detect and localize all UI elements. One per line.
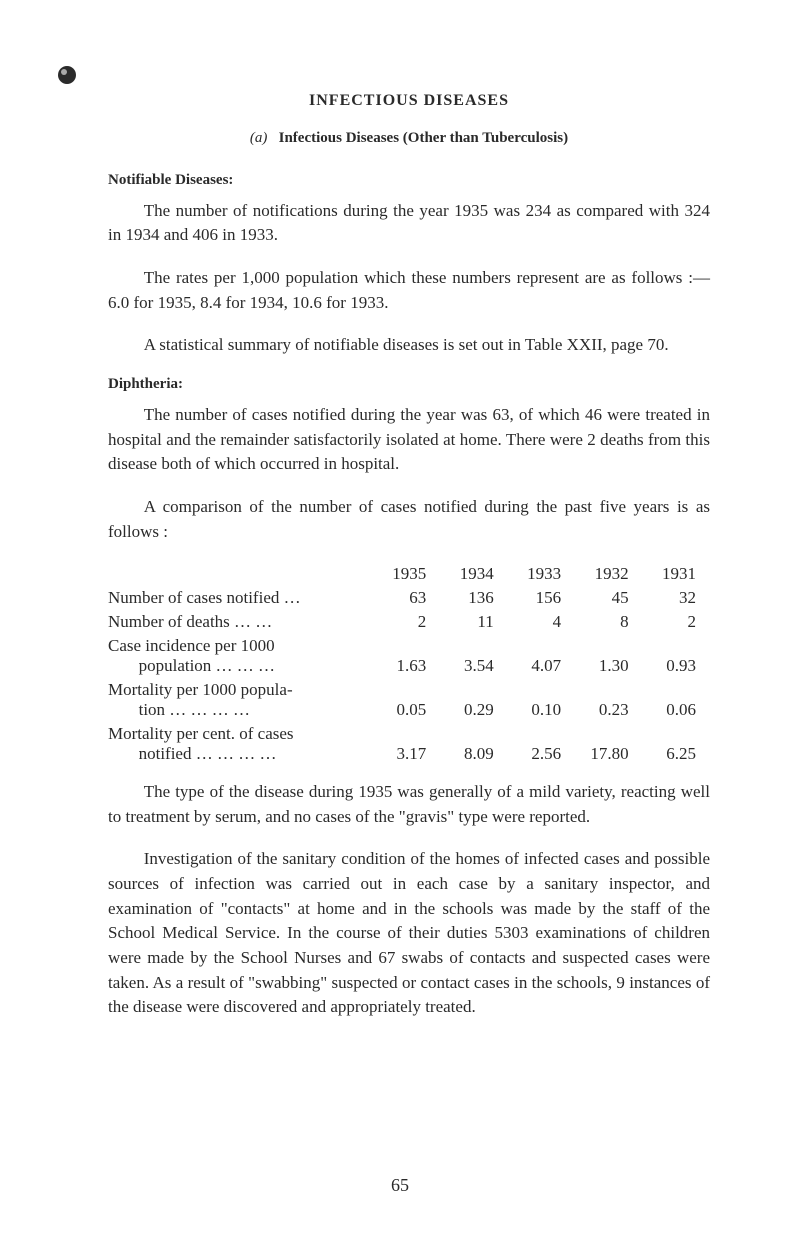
row-val: 2.56 — [508, 722, 575, 766]
row-val: 0.29 — [440, 678, 507, 722]
table-row: Number of deaths … … 2 11 4 8 2 — [108, 610, 710, 634]
row-label: Number of deaths … … — [108, 610, 373, 634]
row-val: 4.07 — [508, 634, 575, 678]
row-val: 0.93 — [643, 634, 710, 678]
diphtheria-para-3: The type of the disease during 1935 was … — [108, 780, 710, 829]
row-val: 1.63 — [373, 634, 440, 678]
year-col: 1932 — [575, 562, 642, 586]
year-col: 1935 — [373, 562, 440, 586]
row-val: 11 — [440, 610, 507, 634]
table-row: Number of cases notified … 63 136 156 45… — [108, 586, 710, 610]
row-val: 3.17 — [373, 722, 440, 766]
row-label: Case incidence per 1000 population … … … — [108, 634, 373, 678]
page: INFECTIOUS DISEASES (a) Infectious Disea… — [0, 0, 800, 1240]
table-row: Mortality per cent. of cases notified … … — [108, 722, 710, 766]
row-val: 2 — [373, 610, 440, 634]
page-title: INFECTIOUS DISEASES — [108, 92, 710, 110]
table-row: Case incidence per 1000 population … … …… — [108, 634, 710, 678]
notifiable-para-2: The rates per 1,000 population which the… — [108, 266, 710, 315]
row-val: 156 — [508, 586, 575, 610]
row-val: 45 — [575, 586, 642, 610]
table-row: Mortality per 1000 popula- tion … … … … … — [108, 678, 710, 722]
notifiable-para-1: The number of notifications during the y… — [108, 199, 710, 248]
row-label: Mortality per 1000 popula- tion … … … … — [108, 678, 373, 722]
notifiable-para-3: A statistical summary of notifiable dise… — [108, 333, 710, 358]
row-val: 4 — [508, 610, 575, 634]
diphtheria-para-2: A comparison of the number of cases noti… — [108, 495, 710, 544]
row-val: 8 — [575, 610, 642, 634]
row-val: 3.54 — [440, 634, 507, 678]
page-number: 65 — [0, 1175, 800, 1196]
row-val: 2 — [643, 610, 710, 634]
row-val: 17.80 — [575, 722, 642, 766]
table-header-row: 1935 1934 1933 1932 1931 — [108, 562, 710, 586]
row-val: 32 — [643, 586, 710, 610]
row-val: 0.05 — [373, 678, 440, 722]
row-val: 0.10 — [508, 678, 575, 722]
year-col: 1934 — [440, 562, 507, 586]
row-val: 0.23 — [575, 678, 642, 722]
row-val: 8.09 — [440, 722, 507, 766]
diphtheria-para-4: Investigation of the sanitary condition … — [108, 847, 710, 1019]
section-notifiable-heading: Notifiable Diseases: — [108, 172, 710, 189]
row-label: Number of cases notified … — [108, 586, 373, 610]
row-val: 63 — [373, 586, 440, 610]
comparison-table: 1935 1934 1933 1932 1931 Number of cases… — [108, 562, 710, 766]
section-diphtheria-heading: Diphtheria: — [108, 376, 710, 393]
row-label: Mortality per cent. of cases notified … … — [108, 722, 373, 766]
row-val: 0.06 — [643, 678, 710, 722]
subtitle-main: Infectious Diseases (Other than Tubercul… — [279, 130, 568, 146]
row-val: 6.25 — [643, 722, 710, 766]
subtitle: (a) Infectious Diseases (Other than Tube… — [108, 128, 710, 150]
row-val: 136 — [440, 586, 507, 610]
subtitle-prefix: (a) — [250, 130, 268, 146]
diphtheria-para-1: The number of cases notified during the … — [108, 403, 710, 477]
year-col: 1933 — [508, 562, 575, 586]
row-val: 1.30 — [575, 634, 642, 678]
year-col: 1931 — [643, 562, 710, 586]
hole-punch-icon — [58, 66, 76, 84]
